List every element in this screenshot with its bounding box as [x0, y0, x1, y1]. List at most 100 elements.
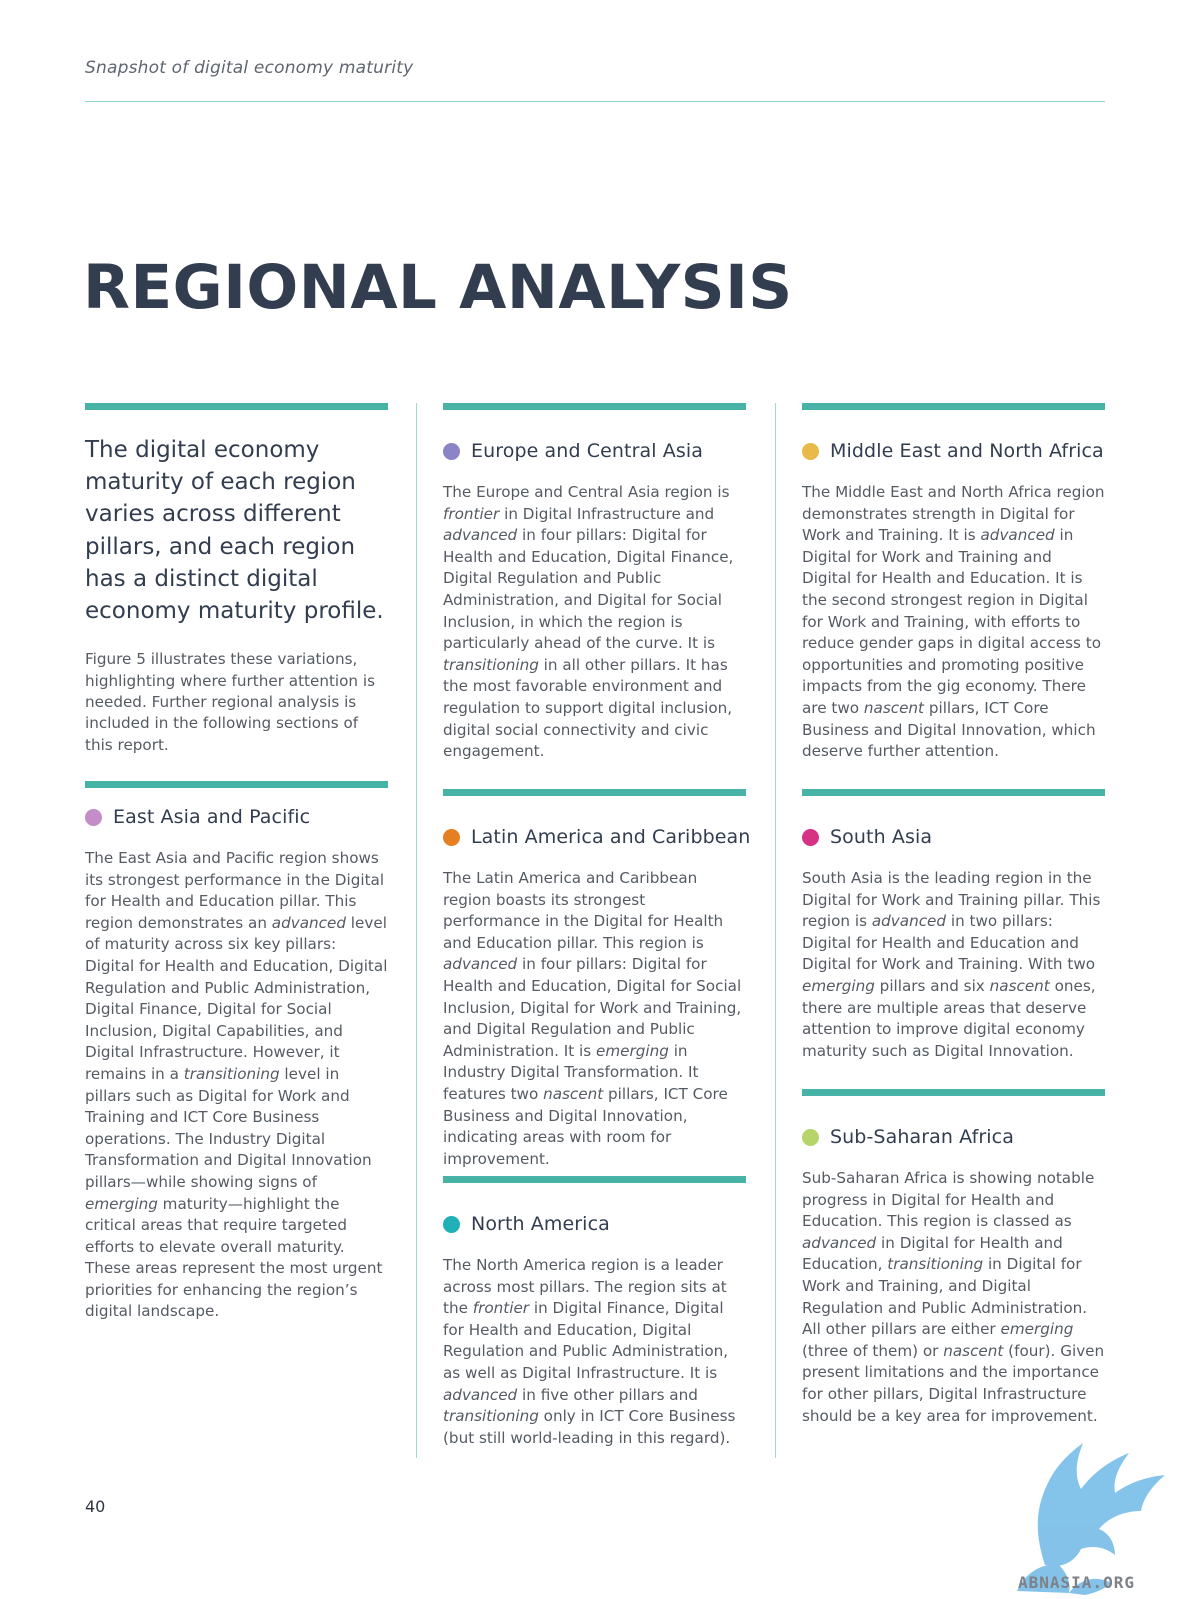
- text-run: in two pillars: Digital for Health and E…: [802, 912, 1096, 974]
- region-paragraph: The Europe and Central Asia region is fr…: [443, 482, 746, 763]
- section-bar: [802, 789, 1105, 796]
- region-paragraph: The Middle East and North Africa region …: [802, 482, 1105, 763]
- region-heading: Middle East and North Africa: [802, 438, 1105, 464]
- region-name: East Asia and Pacific: [113, 806, 311, 828]
- maturity-term: advanced: [980, 526, 1055, 545]
- region-heading: North America: [443, 1211, 746, 1237]
- text-run: The East Asia and Pacific region shows i…: [85, 849, 385, 932]
- region-dot-icon: [443, 1215, 460, 1233]
- region-heading: East Asia and Pacific: [85, 804, 388, 830]
- region-heading: Latin America and Caribbean: [443, 824, 750, 850]
- text-run: South Asia is the leading region in the …: [802, 869, 1101, 931]
- text-run: in Industry Digital Transformation. It f…: [443, 1041, 699, 1103]
- region-name: Middle East and North Africa: [830, 440, 1104, 462]
- maturity-term: emerging: [85, 1194, 158, 1213]
- section-bar: [443, 403, 746, 410]
- text-run: in Digital for Health and Education,: [802, 1233, 1063, 1274]
- text-run: (three of them) or: [802, 1341, 944, 1360]
- region-dot-icon: [802, 442, 819, 460]
- maturity-term: advanced: [802, 1233, 877, 1252]
- region-section-middle-east-north-africa: Middle East and North Africa The Middle …: [802, 403, 1105, 763]
- text-run: only in ICT Core Business (but still wor…: [443, 1407, 736, 1447]
- maturity-term: nascent: [543, 1084, 604, 1103]
- watermark-text: ABNASIA.ORG: [1018, 1573, 1135, 1592]
- region-name: Sub-Saharan Africa: [830, 1126, 1014, 1148]
- text-run: in Digital Finance, Digital for Health a…: [443, 1299, 729, 1382]
- page-title: REGIONAL ANALYSIS: [83, 252, 793, 323]
- intro-lead: The digital economy maturity of each reg…: [85, 437, 384, 625]
- running-header: Snapshot of digital economy maturity: [85, 58, 414, 78]
- region-paragraph: Sub-Saharan Africa is showing notable pr…: [802, 1168, 1105, 1427]
- header-rule: [85, 101, 1105, 102]
- text-run: level of maturity across six key pillars…: [85, 913, 388, 1083]
- region-paragraph: The East Asia and Pacific region shows i…: [85, 848, 388, 1323]
- region-dot-icon: [85, 808, 102, 826]
- region-paragraph: The Latin America and Caribbean region b…: [443, 868, 746, 1170]
- maturity-term: transitioning: [443, 1407, 539, 1426]
- section-bar: [443, 789, 746, 796]
- region-heading: South Asia: [802, 824, 1105, 850]
- region-heading: Sub-Saharan Africa: [802, 1124, 1105, 1150]
- text-run: maturity—highlight the critical areas th…: [85, 1194, 383, 1321]
- page-number: 40: [85, 1497, 106, 1516]
- text-run: The Middle East and North Africa region …: [802, 483, 1105, 545]
- text-run: ones, there are multiple areas that dese…: [802, 976, 1096, 1060]
- maturity-term: frontier: [472, 1299, 530, 1318]
- section-bar: [802, 403, 1105, 410]
- text-run: The Latin America and Caribbean region b…: [443, 869, 724, 952]
- maturity-term: advanced: [871, 912, 947, 931]
- region-section-north-america: North America The North America region i…: [443, 1176, 746, 1449]
- maturity-term: advanced: [271, 913, 346, 932]
- text-run: (four). Given present limitations and th…: [802, 1341, 1105, 1425]
- column-divider: [416, 403, 417, 1458]
- region-name: Latin America and Caribbean: [471, 826, 751, 848]
- region-section-east-asia-pacific: East Asia and Pacific The East Asia and …: [85, 781, 388, 1323]
- maturity-term: emerging: [596, 1041, 669, 1060]
- section-bar: [85, 403, 388, 410]
- region-section-south-asia: South Asia South Asia is the leading reg…: [802, 789, 1105, 1062]
- text-run: The Europe and Central Asia region is: [443, 483, 730, 501]
- region-name: North America: [471, 1213, 610, 1235]
- text-run: in Digital for Work and Training and Dig…: [802, 526, 1101, 717]
- region-body: The Middle East and North Africa region …: [802, 482, 1105, 763]
- text-run: in four pillars: Digital for Health and …: [443, 526, 734, 653]
- region-section-europe-central-asia: Europe and Central Asia The Europe and C…: [443, 403, 746, 763]
- maturity-term: transitioning: [887, 1255, 984, 1274]
- maturity-term: nascent: [989, 976, 1050, 995]
- text-run: in four pillars: Digital for Health and …: [443, 955, 742, 1060]
- region-body: The East Asia and Pacific region shows i…: [85, 848, 388, 1323]
- section-bar: [85, 781, 388, 788]
- text-run: pillars and six: [874, 976, 990, 995]
- region-heading: Europe and Central Asia: [443, 438, 746, 464]
- region-dot-icon: [802, 828, 819, 846]
- region-dot-icon: [443, 442, 460, 460]
- region-name: South Asia: [830, 826, 933, 848]
- maturity-term: advanced: [443, 1385, 518, 1404]
- text-run: in Digital for Work and Training, and Di…: [802, 1255, 1088, 1339]
- text-run: The North America region is a leader acr…: [443, 1256, 727, 1318]
- text-run: pillars, ICT Core Business and Digital I…: [443, 1084, 728, 1168]
- maturity-term: advanced: [443, 955, 518, 974]
- region-paragraph: South Asia is the leading region in the …: [802, 868, 1105, 1062]
- text-run: in Digital Infrastructure and: [499, 504, 715, 523]
- maturity-term: transitioning: [183, 1064, 280, 1083]
- griffin-icon: [1017, 1443, 1165, 1595]
- maturity-term: advanced: [443, 526, 518, 545]
- region-body: South Asia is the leading region in the …: [802, 868, 1105, 1062]
- region-section-latin-america-caribbean: Latin America and Caribbean The Latin Am…: [443, 789, 750, 1170]
- text-run: in all other pillars. It has the most fa…: [443, 655, 733, 761]
- region-dot-icon: [802, 1128, 819, 1146]
- region-paragraph: The North America region is a leader acr…: [443, 1255, 746, 1449]
- maturity-term: emerging: [1000, 1320, 1074, 1339]
- text-run: pillars, ICT Core Business and Digital I…: [802, 698, 1096, 761]
- maturity-term: nascent: [943, 1341, 1004, 1360]
- intro-body: Figure 5 illustrates these variations, h…: [85, 650, 376, 754]
- text-run: level in pillars such as Digital for Wor…: [85, 1064, 372, 1191]
- column-divider: [775, 403, 776, 1458]
- intro-section: The digital economy maturity of each reg…: [85, 403, 388, 756]
- region-body: Sub-Saharan Africa is showing notable pr…: [802, 1168, 1105, 1427]
- text-run: in five other pillars and: [517, 1385, 698, 1404]
- section-bar: [443, 1176, 746, 1183]
- region-body: The Europe and Central Asia region is fr…: [443, 482, 746, 763]
- maturity-term: transitioning: [443, 655, 539, 674]
